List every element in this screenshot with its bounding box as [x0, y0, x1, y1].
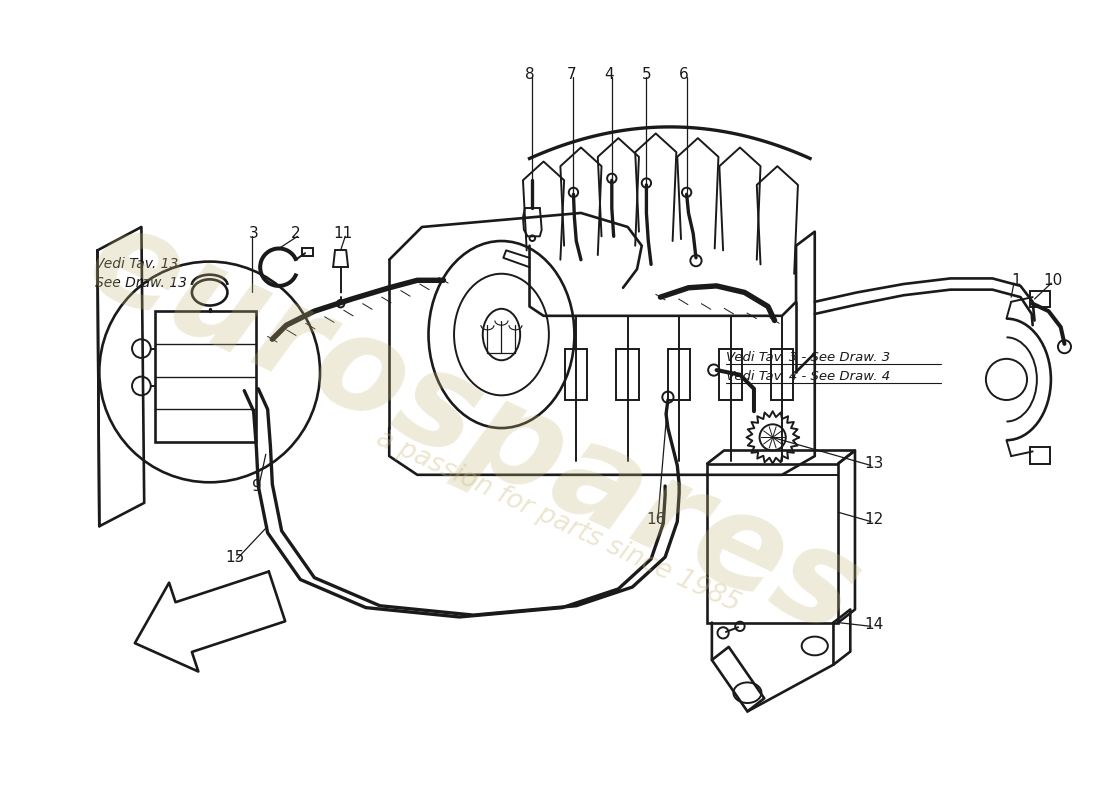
Text: 11: 11 [333, 226, 352, 241]
Text: 4: 4 [604, 67, 614, 82]
Bar [302, 249, 313, 256]
Text: 12: 12 [865, 512, 883, 527]
Text: a passion for parts since 1985: a passion for parts since 1985 [372, 426, 744, 618]
Text: 3: 3 [249, 226, 258, 241]
Bar [707, 463, 838, 622]
Ellipse shape [191, 279, 228, 306]
Text: 13: 13 [864, 456, 883, 471]
Text: 10: 10 [1044, 273, 1063, 288]
Text: 15: 15 [226, 550, 244, 565]
Bar [1030, 290, 1050, 307]
Text: Vedi Tav. 13: Vedi Tav. 13 [95, 258, 178, 271]
Text: Vedi Tav. 3 - See Draw. 3: Vedi Tav. 3 - See Draw. 3 [726, 351, 890, 365]
Bar [719, 349, 741, 400]
Bar [155, 311, 256, 442]
Bar [771, 349, 793, 400]
Bar [1030, 446, 1050, 463]
Text: eurospares: eurospares [68, 194, 879, 662]
Text: 8: 8 [525, 67, 535, 82]
Text: 9: 9 [252, 478, 262, 494]
Bar [616, 349, 639, 400]
Text: 16: 16 [646, 512, 666, 527]
Bar [565, 349, 587, 400]
Text: See Draw. 13: See Draw. 13 [95, 276, 187, 290]
Text: 14: 14 [865, 617, 883, 632]
Text: 5: 5 [641, 67, 651, 82]
Bar [668, 349, 691, 400]
Text: 6: 6 [679, 67, 689, 82]
Text: 2: 2 [290, 226, 300, 241]
Text: 7: 7 [566, 67, 576, 82]
Text: Vedi Tav. 4 - See Draw. 4: Vedi Tav. 4 - See Draw. 4 [726, 370, 890, 383]
Text: 1: 1 [1011, 273, 1021, 288]
